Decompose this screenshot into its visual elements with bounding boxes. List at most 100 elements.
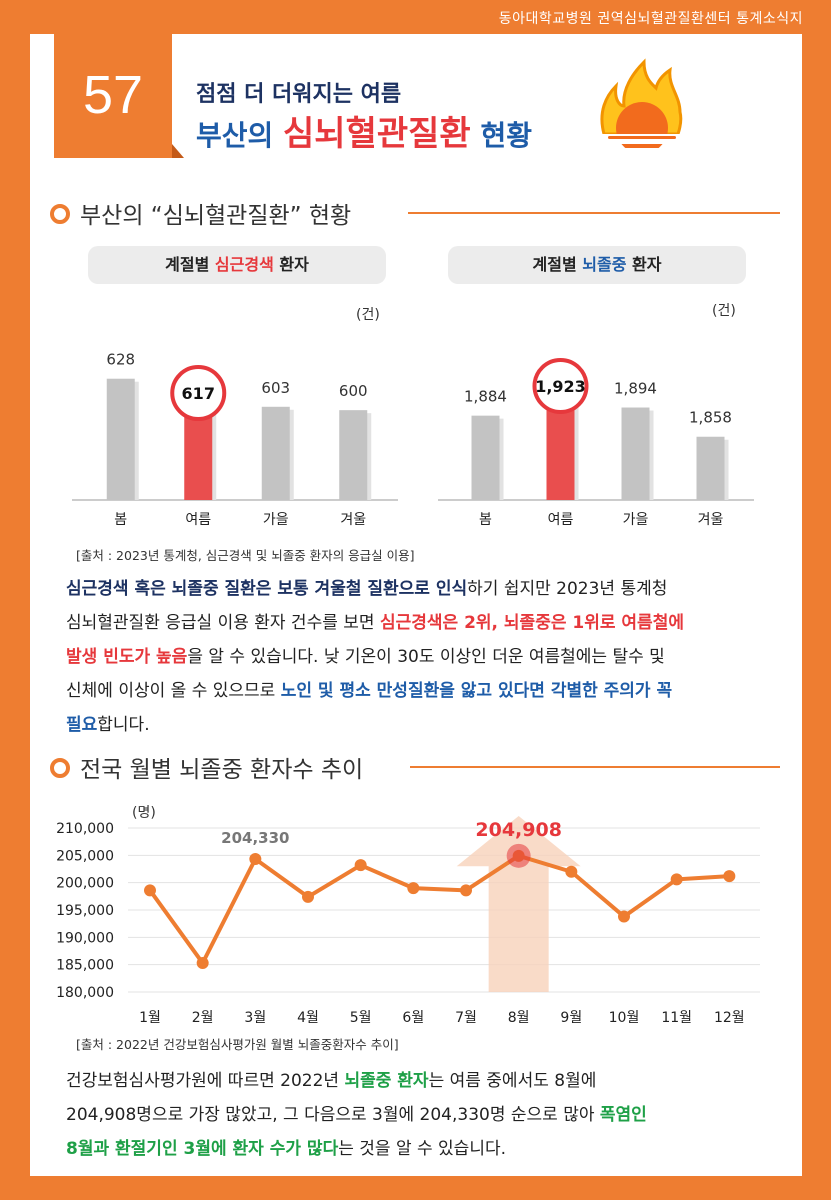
para2-l1-text-2: 는 여름 중에서도 8월에 (428, 1071, 597, 1091)
mi-value-label: 628 (106, 351, 135, 369)
mi-bar (261, 406, 290, 500)
stroke-unit-label: (건) (712, 303, 736, 319)
para1-l1-bold: 심근경색 혹은 뇌졸중 질환은 보통 겨울철 질환으로 인식 (66, 579, 468, 599)
para1-l2-text: 심뇌혈관질환 응급실 이용 환자 건수를 보면 (66, 613, 380, 633)
mi-bar (339, 410, 368, 500)
content-card (30, 34, 802, 1176)
mi-pill-pre: 계절별 (165, 255, 215, 274)
stroke-category-label: 가을 (623, 512, 649, 528)
org-line: 동아대학교병원 권역심뇌혈관질환센터 통계소식지 (498, 11, 803, 27)
mi-bar (106, 378, 135, 500)
stroke-monthly-line-chart: 210,000 205,000 200,000 195,000 190,000 185,0… (56, 815, 760, 1026)
para2-l1-text: 건강보험심사평가원에 따르면 2022년 (66, 1071, 345, 1091)
para1-line-5: 필요합니다. (66, 708, 756, 742)
title-line-2-post: 현황 (470, 119, 532, 152)
stroke-highlight-circle (532, 358, 589, 415)
tab-fold (172, 144, 184, 158)
data-point (354, 859, 367, 872)
mi-value-label: 600 (339, 382, 368, 400)
para1-line-4: 신체에 이상이 올 수 있으므로 노인 및 평소 만성질환을 앓고 있다면 각별… (66, 674, 756, 708)
issue-number: 57 (82, 65, 144, 125)
stroke-category-label: 봄 (479, 512, 492, 528)
section-1-title: 부산의 “심뇌혈관질환” 현황 (80, 203, 352, 229)
para2-l1-bold: 뇌졸중 환자 (344, 1071, 429, 1091)
section-2-title: 전국 월별 뇌졸중 환자수 추이 (80, 757, 364, 783)
para1-l4-bold: 노인 및 평소 만성질환을 앓고 있다면 각별한 주의가 꼭 (280, 681, 673, 701)
section-rule (408, 212, 780, 214)
stroke-category-label: 여름 (548, 512, 574, 528)
stroke-category-label: 겨울 (698, 512, 724, 528)
para1-l3-bold: 발생 빈도가 높음 (66, 647, 188, 667)
x-tick-label: 11월 (661, 1010, 692, 1026)
line-unit-label: (명) (132, 805, 156, 821)
section-bullet-icon (50, 204, 70, 224)
y-tick-label: 180,000 (56, 985, 114, 1001)
stroke-bar (621, 407, 650, 500)
para1-l2-bold: 심근경색은 2위, 뇌졸중은 1위로 여름철에 (379, 613, 684, 633)
stroke-pill-highlight: 뇌졸중 (582, 255, 627, 274)
data-point (407, 882, 420, 895)
mi-pill-post: 환자 (273, 255, 309, 274)
section-rule (410, 766, 780, 768)
para1-l3-text: 을 알 수 있습니다. 낮 기온이 30도 이상인 더운 여름철에는 탈수 및 (187, 647, 665, 667)
x-tick-label: 9월 (560, 1010, 582, 1026)
mi-value-label: 603 (261, 379, 290, 397)
source-1: [출처 : 2023년 통계청, 심근경색 및 뇌졸중 환자의 응급실 이용] (76, 548, 415, 563)
annotation-label: 204,908 (475, 819, 562, 841)
stroke-value-label: 1,894 (614, 380, 657, 398)
mi-unit-label: (건) (356, 307, 380, 323)
y-tick-label: 195,000 (56, 903, 114, 919)
y-tick-label: 210,000 (56, 821, 114, 837)
section-1-header: 부산의 “심뇌혈관질환” 현황 (50, 194, 780, 234)
mi-bar-chart: 628 봄 617 여름 603 가을 600 겨울 (72, 351, 398, 528)
highlight-point (506, 843, 531, 868)
issue-number-tab: 57 (54, 34, 184, 158)
para1-line-2: 심뇌혈관질환 응급실 이용 환자 건수를 보면 심근경색은 2위, 뇌졸중은 1… (66, 606, 756, 640)
source-2: [출처 : 2022년 건강보험심사평가원 월별 뇌졸중환자수 추이] (76, 1037, 399, 1052)
stroke-value-label: 1,858 (689, 409, 732, 427)
para2-l2-bold: 폭염인 (599, 1105, 647, 1125)
stroke-pill-post: 환자 (626, 255, 662, 274)
stroke-bar-chart: 1,884 봄 1,923 여름 1,894 가을 1,858 겨울 (438, 358, 754, 528)
data-point (302, 890, 314, 903)
x-tick-label: 3월 (244, 1010, 266, 1026)
mi-value-label: 617 (182, 384, 215, 403)
title-line-2-pre: 부산의 (196, 119, 284, 152)
y-tick-label: 200,000 (56, 876, 114, 892)
para2-l2-text: 204,908명으로 가장 많았고, 그 다음으로 3월에 204,330명 순… (66, 1105, 600, 1125)
para2-line-1: 건강보험심사평가원에 따르면 2022년 뇌졸중 환자는 여름 중에서도 8월에 (66, 1064, 766, 1098)
x-tick-label: 2월 (192, 1010, 214, 1026)
stroke-chart-pill: 계절별 뇌졸중 환자 (448, 246, 746, 284)
mi-category-label: 겨울 (340, 512, 366, 528)
x-tick-label: 10월 (609, 1010, 640, 1026)
y-tick-label: 205,000 (56, 848, 114, 864)
para1-l5-text: 합니다. (97, 715, 150, 735)
annotation-label: 204,330 (221, 829, 289, 847)
x-tick-label: 4월 (297, 1010, 319, 1026)
data-point (723, 870, 736, 883)
x-tick-label: 6월 (402, 1010, 424, 1026)
title-line-1: 점점 더 더워지는 여름 (196, 82, 402, 107)
data-point (249, 852, 262, 865)
data-point (618, 910, 630, 923)
data-point (144, 884, 156, 897)
title-line-2: 부산의 심뇌혈관질환 현황 (196, 106, 532, 155)
x-tick-label: 8월 (508, 1010, 530, 1026)
mi-highlight-circle (170, 365, 227, 422)
x-tick-label: 5월 (350, 1010, 372, 1026)
x-tick-label: 12월 (714, 1010, 745, 1026)
para2-l3-text: 는 것을 알 수 있습니다. (338, 1139, 506, 1159)
y-tick-label: 185,000 (56, 958, 114, 974)
section-2-header: 전국 월별 뇌졸중 환자수 추이 (50, 748, 780, 788)
para1-l4-text: 신체에 이상이 올 수 있으므로 (66, 681, 281, 701)
x-tick-label: 7월 (455, 1010, 477, 1026)
mi-category-label: 가을 (263, 512, 289, 528)
y-tick-label: 190,000 (56, 930, 114, 946)
sun-fire-icon (598, 58, 686, 148)
para1-l1-text: 하기 쉽지만 2023년 통계청 (467, 579, 668, 599)
mi-chart-pill: 계절별 심근경색 환자 (88, 246, 386, 284)
mi-pill-highlight: 심근경색 (214, 255, 274, 274)
x-tick-label: 1월 (139, 1010, 161, 1026)
para2-line-3: 8월과 환절기인 3월에 환자 수가 많다는 것을 알 수 있습니다. (66, 1132, 766, 1166)
data-point (460, 884, 472, 897)
